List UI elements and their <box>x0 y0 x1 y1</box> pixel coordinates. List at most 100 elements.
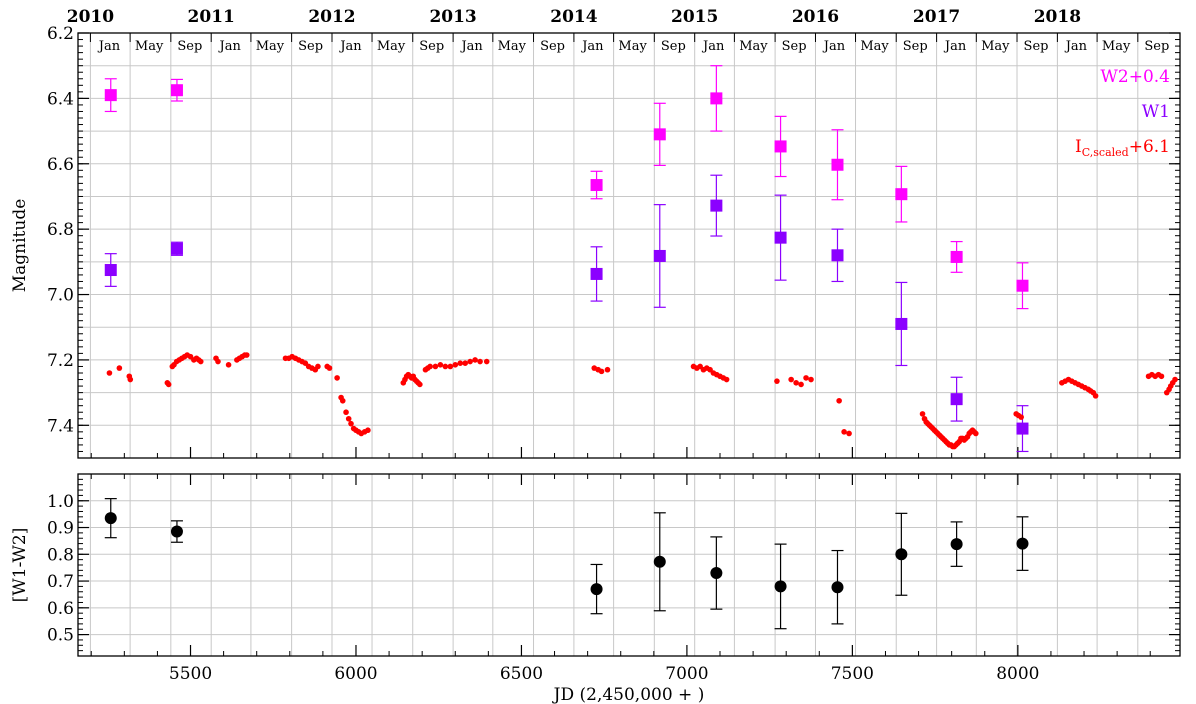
month-label: Sep <box>1144 39 1169 54</box>
color-index-panel: 0.5 0.6 0.7 0.8 0.9 1.0 [W1-W2] <box>10 473 1181 657</box>
month-label: May <box>981 39 1010 54</box>
plot-frame <box>77 32 1181 459</box>
data-point-dot <box>215 358 221 365</box>
data-point-dot <box>432 363 439 370</box>
data-point-dot <box>788 376 794 383</box>
data-point-dot <box>343 409 349 416</box>
data-point-circle <box>590 583 603 596</box>
month-label: Jan <box>580 39 604 54</box>
month-label: May <box>256 39 285 54</box>
y-tick-label: 0.8 <box>47 545 74 565</box>
y-tick-label: 6.4 <box>47 89 74 109</box>
data-point-square <box>1016 279 1029 292</box>
year-label: 2016 <box>792 7 839 27</box>
data-point-dot <box>1172 376 1178 383</box>
month-label: Jan <box>822 39 846 54</box>
month-label: Jan <box>218 39 242 54</box>
data-point-dot <box>127 376 134 383</box>
y-tick-label: 0.5 <box>47 626 74 646</box>
data-point-dot <box>225 362 232 368</box>
data-point-dot <box>598 368 605 375</box>
data-point-dot <box>447 363 454 370</box>
data-point-dot <box>326 365 333 371</box>
y-tick-label: 7.4 <box>47 416 74 436</box>
plot-frame <box>77 473 1181 657</box>
data-point-dot <box>315 363 321 370</box>
legend-entry-tail: +6.1 <box>1129 137 1170 157</box>
data-point-square <box>950 250 963 263</box>
data-point-square <box>774 140 787 153</box>
data-point-dot <box>334 375 340 381</box>
year-label: 2011 <box>188 7 235 27</box>
y-tick-label: 6.2 <box>47 24 74 44</box>
data-point-dot <box>836 397 842 404</box>
data-point-square <box>831 158 844 171</box>
data-point-dot <box>197 358 204 365</box>
data-point-dot <box>116 365 123 371</box>
year-label: 2013 <box>429 7 476 27</box>
legend-entry: W2+0.4 <box>1100 67 1170 87</box>
data-point-square <box>590 267 603 280</box>
data-point-dot <box>919 411 926 417</box>
month-label: May <box>135 39 164 54</box>
data-point-square <box>170 84 183 97</box>
data-point-dot <box>165 381 172 388</box>
data-point-dot <box>243 352 250 358</box>
x-axis-title: JD (2,450,000 + ) <box>552 685 705 704</box>
data-point-dot <box>1018 414 1024 420</box>
month-label: Jan <box>701 39 725 54</box>
month-label: Sep <box>903 39 928 54</box>
data-point-square <box>104 89 117 102</box>
y-tick-label: 0.6 <box>47 599 74 619</box>
month-label: May <box>1102 39 1131 54</box>
y-tick-label: 7.0 <box>47 286 74 306</box>
month-label: May <box>618 39 647 54</box>
data-point-dot <box>808 376 814 383</box>
month-label: Sep <box>1024 39 1049 54</box>
x-tick-label: 5500 <box>169 664 212 684</box>
year-label: 2018 <box>1034 7 1081 27</box>
y-tick-label: 7.2 <box>47 351 74 371</box>
x-tick-label: 8000 <box>996 664 1039 684</box>
month-label: Jan <box>943 39 967 54</box>
data-point-dot <box>723 376 730 383</box>
legend-entry: W1 <box>1142 102 1170 122</box>
data-point-dot <box>472 357 478 363</box>
year-axis: 2010 2011 2012 2013 2014 2015 2016 2017 2018 Jan M… <box>67 7 1170 54</box>
legend-entry-subscript: C,scaled <box>1082 146 1129 159</box>
series-ic-scaled-6-1 <box>106 352 1178 450</box>
data-point-dot <box>973 430 979 437</box>
y-tick-label: 6.8 <box>47 220 74 240</box>
jd-axis: 5500 6000 6500 7000 7500 8000 JD (2,450,000 + … <box>169 664 1040 704</box>
data-point-square <box>653 128 666 141</box>
month-label: Sep <box>782 39 807 54</box>
data-point-circle <box>831 581 844 594</box>
month-label: Sep <box>177 39 202 54</box>
data-point-dot <box>106 370 113 376</box>
data-point-dot <box>1158 373 1165 380</box>
y-tick-label: 6.6 <box>47 155 74 175</box>
month-label: Jan <box>338 39 362 54</box>
series-w1-w2 <box>104 498 1029 630</box>
data-point-dot <box>477 358 483 365</box>
data-point-dot <box>417 381 423 388</box>
data-point-dot <box>348 420 354 427</box>
data-point-dot <box>365 427 371 434</box>
magnitude-panel: 6.2 6.4 6.6 6.8 7.0 7.2 7.4 Magnitude <box>10 24 1181 459</box>
month-label: Sep <box>419 39 444 54</box>
data-point-dot <box>841 429 847 435</box>
year-label: 2017 <box>913 7 960 27</box>
data-point-dot <box>442 363 449 370</box>
month-label: Jan <box>459 39 483 54</box>
data-point-square <box>653 249 666 262</box>
data-point-circle <box>950 538 963 551</box>
y-tick-label: 0.7 <box>47 572 74 592</box>
data-point-dot <box>457 360 464 366</box>
data-point-dot <box>462 360 468 366</box>
data-point-dot <box>427 363 433 370</box>
x-tick-label: 6500 <box>500 664 543 684</box>
data-point-dot <box>604 366 611 373</box>
year-label: 2010 <box>67 7 114 27</box>
year-label: 2012 <box>308 7 355 27</box>
